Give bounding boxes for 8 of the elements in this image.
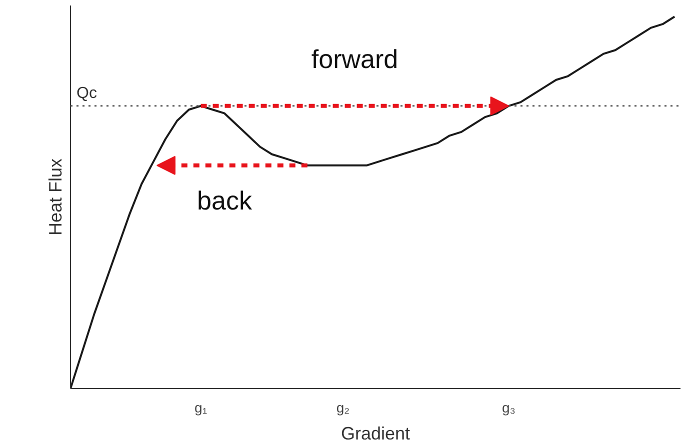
annotation: back <box>197 185 253 216</box>
y-axis-title: Heat Flux <box>46 158 66 236</box>
annotation: forward <box>311 44 398 74</box>
x-tick-label: g₂ <box>336 400 350 416</box>
ref-line-label: Qc <box>76 84 97 102</box>
x-tick-label: g₃ <box>502 400 516 416</box>
x-axis-title: Gradient <box>340 424 410 444</box>
x-tick-label: g₁ <box>194 400 208 416</box>
